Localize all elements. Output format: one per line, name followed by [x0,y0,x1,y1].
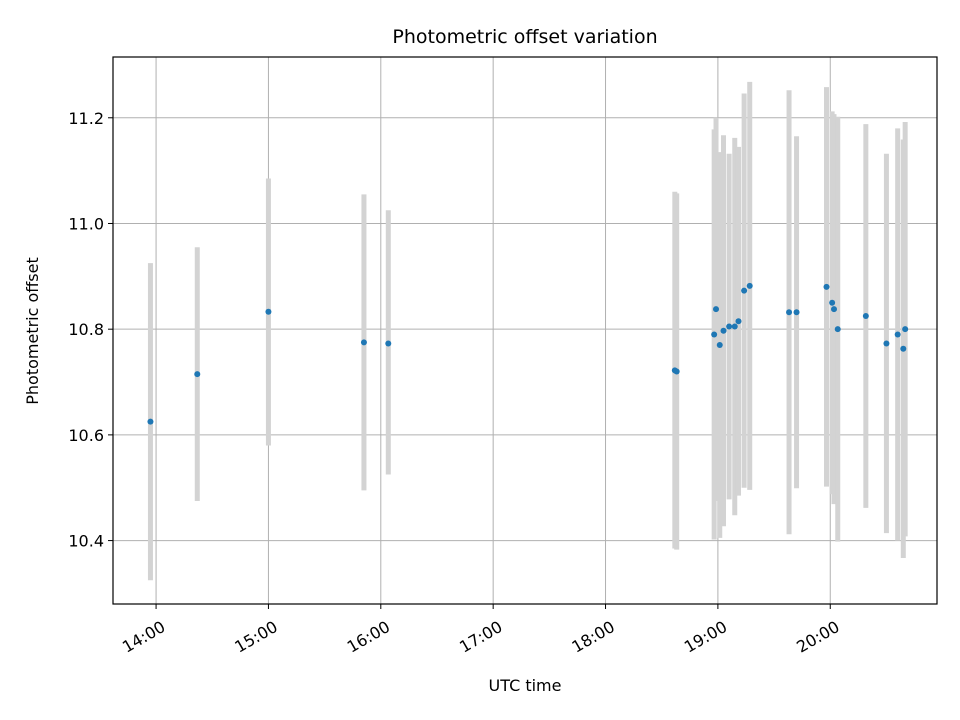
data-point [726,323,733,330]
y-tick-label: 10.6 [68,426,104,445]
data-point [883,340,890,347]
data-point [735,318,742,325]
data-point [194,371,201,378]
data-point [720,327,727,334]
data-point [385,340,392,347]
data-point [831,306,837,313]
data-point [746,282,753,289]
data-point [741,287,748,294]
y-tick-label: 11.2 [68,109,104,128]
data-point [711,331,718,338]
data-point [823,283,830,290]
data-point [716,342,723,349]
data-point [894,331,901,338]
data-point [265,308,272,315]
y-axis-label: Photometric offset [23,257,42,405]
plot-frame [112,56,938,605]
data-point [862,312,869,319]
data-point [786,309,793,316]
chart-title: Photometric offset variation [392,26,657,48]
data-point [902,326,909,333]
y-tick-label: 10.8 [68,320,104,339]
data-point [793,309,800,316]
data-point [731,323,738,330]
y-tick-label: 11.0 [68,214,104,233]
data-point [360,339,367,346]
data-point [713,306,720,313]
y-tick-label: 10.4 [68,532,104,551]
data-point [829,299,836,306]
data-point [673,368,680,375]
data-point [834,326,841,333]
x-axis-label: UTC time [489,676,562,695]
y-axis-ticks: 10.4 10.6 10.8 11.0 11.2 [68,109,113,551]
data-points [147,282,909,425]
data-point [147,418,154,425]
data-point [900,345,907,352]
